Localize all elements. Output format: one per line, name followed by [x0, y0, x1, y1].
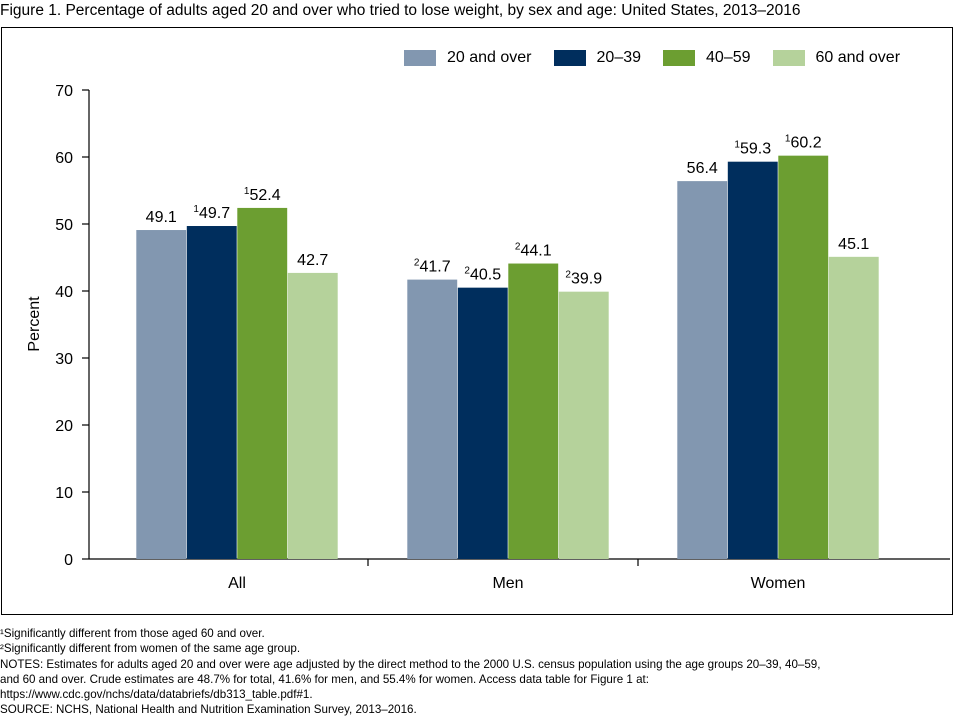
data-label: 160.2 [785, 134, 822, 152]
source-line: SOURCE: NCHS, National Health and Nutrit… [0, 703, 417, 717]
footnotes: ¹Significantly different from those aged… [0, 626, 958, 718]
data-label: 239.9 [565, 270, 602, 288]
footnote-mark: 2 [414, 258, 420, 269]
bar [778, 155, 829, 559]
figure-title: Figure 1. Percentage of adults aged 20 a… [0, 2, 801, 19]
y-tick-label: 20 [55, 418, 73, 435]
footnote-mark: 1 [734, 140, 740, 151]
data-label: 45.1 [838, 236, 869, 253]
legend-swatch [663, 50, 696, 66]
chart-frame [1, 27, 953, 615]
notes-line-2: and 60 and over. Crude estimates are 48.… [0, 672, 649, 686]
legend-label: 20–39 [596, 49, 642, 66]
y-tick-label: 50 [55, 217, 73, 234]
bar [457, 287, 508, 559]
data-label: 244.1 [515, 242, 552, 260]
y-tick-label: 70 [55, 83, 73, 100]
legend-swatch [772, 50, 805, 66]
x-tick-label: Women [751, 575, 806, 592]
data-labels: 49.1 241.7 56.4 149.7 240.5 159.3 152.4 244.1 16… [146, 134, 870, 288]
bar [727, 161, 778, 559]
bar [677, 181, 728, 559]
legend-label: 20 and over [447, 49, 532, 66]
data-label: 49.1 [146, 209, 177, 226]
y-tick-label: 10 [55, 485, 73, 502]
legend-item: 20 and over [404, 49, 532, 67]
legend-item: 40–59 [663, 49, 751, 67]
footnote-2: ²Significantly different from women of t… [0, 642, 301, 656]
legend-label: 60 and over [815, 49, 901, 66]
bar [136, 230, 187, 559]
footnote-mark: 2 [515, 242, 521, 253]
y-tick-label: 0 [64, 552, 73, 569]
legend-item: 20–39 [553, 49, 642, 67]
data-label: 241.7 [414, 258, 451, 276]
notes-line-3: https://www.cdc.gov/nchs/data/databriefs… [0, 688, 313, 702]
bar [828, 256, 879, 559]
y-axis-title: Percent [26, 296, 43, 352]
y-tick-label: 60 [55, 150, 73, 167]
footnote-1: ¹Significantly different from those aged… [0, 627, 265, 640]
bar [237, 207, 288, 560]
y-tick-label: 30 [55, 351, 73, 368]
bar [287, 272, 338, 559]
data-label: 56.4 [687, 160, 718, 177]
data-label: 149.7 [193, 204, 230, 222]
legend-swatch [404, 50, 436, 66]
footnote-mark: 1 [193, 204, 199, 215]
bar [186, 226, 237, 559]
data-label: 152.4 [244, 186, 281, 204]
footnote-mark: 1 [785, 134, 791, 145]
data-label: 42.7 [297, 252, 328, 269]
x-tick-label: All [228, 575, 246, 592]
data-label: 240.5 [464, 266, 501, 284]
legend-swatch [553, 50, 586, 66]
footnote-mark: 2 [565, 270, 571, 281]
y-tick-label: 40 [55, 284, 73, 301]
legend-item: 60 and over [772, 49, 901, 67]
notes-line-1: NOTES: Estimates for adults aged 20 and … [0, 657, 821, 671]
footnote-mark: 1 [244, 186, 250, 197]
bar [407, 279, 458, 559]
bar [558, 291, 609, 559]
footnote-mark: 2 [464, 266, 470, 277]
legend: 20 and over 20–39 40–59 60 and over [404, 48, 900, 68]
bars [136, 155, 879, 560]
bar-chart: 0 10 20 30 40 50 60 70 All Men Women 49.1 241.7 56.4… [26, 83, 950, 592]
legend-label: 40–59 [706, 49, 751, 66]
data-label: 159.3 [734, 140, 771, 158]
x-tick-label: Men [492, 575, 523, 592]
bar [508, 263, 559, 559]
